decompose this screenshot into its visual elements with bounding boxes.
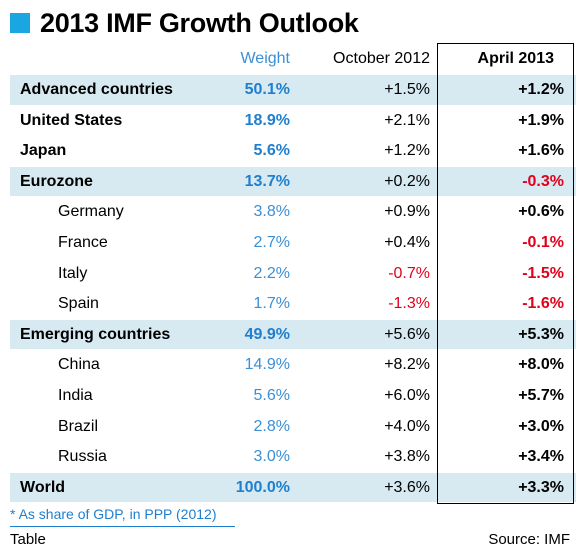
header-april-2013: April 2013	[477, 50, 554, 67]
footnote-underline	[10, 526, 235, 527]
row-april-2013: +5.7%	[518, 386, 564, 404]
table-row: Spain 1.7% -1.3% -1.6%	[10, 289, 576, 320]
table-row: India 5.6% +6.0% +5.7%	[10, 381, 576, 412]
row-april-2013: +1.2%	[518, 81, 564, 98]
row-separator	[10, 288, 576, 290]
table-row: United States 18.9% +2.1% +1.9%	[10, 106, 576, 137]
row-separator	[10, 196, 576, 198]
row-april-2013: +5.3%	[518, 325, 564, 343]
table-row: Germany 3.8% +0.9% +0.6%	[10, 197, 576, 228]
row-weight: 50.1%	[244, 81, 290, 98]
row-weight: 5.6%	[253, 142, 290, 160]
table-header: Weight October 2012 April 2013	[0, 46, 580, 74]
row-october-2012: +6.0%	[384, 386, 430, 404]
row-october-2012: +5.6%	[384, 325, 430, 343]
row-weight: 2.7%	[253, 233, 290, 251]
row-country-name: Russia	[58, 448, 107, 466]
row-october-2012: +1.2%	[384, 142, 430, 160]
row-april-2013: +3.0%	[518, 417, 564, 435]
row-country-name: Germany	[58, 203, 124, 221]
table-row: World 100.0% +3.6% +3.3%	[10, 472, 576, 504]
header-october-2012: October 2012	[333, 50, 430, 67]
row-weight: 2.8%	[253, 417, 290, 435]
row-separator	[10, 226, 576, 228]
row-weight: 3.8%	[253, 203, 290, 221]
row-april-2013: +3.3%	[518, 478, 564, 496]
row-april-2013: +8.0%	[518, 356, 564, 374]
row-separator	[10, 165, 576, 167]
table-row: Emerging countries 49.9% +5.6% +5.3%	[10, 319, 576, 351]
row-april-2013: -1.6%	[522, 295, 564, 313]
row-april-2013: -0.3%	[522, 172, 564, 190]
table-label: Table	[10, 531, 46, 548]
row-weight: 2.2%	[253, 264, 290, 282]
row-separator	[10, 318, 576, 320]
row-country-name: Spain	[58, 295, 99, 313]
row-country-name: Advanced countries	[20, 81, 173, 98]
header-weight: Weight	[240, 50, 290, 67]
row-october-2012: +0.4%	[384, 233, 430, 251]
footnote: * As share of GDP, in PPP (2012)	[10, 506, 217, 522]
row-october-2012: +8.2%	[384, 356, 430, 374]
row-country-name: Italy	[58, 264, 88, 282]
row-october-2012: +0.2%	[384, 172, 430, 190]
row-separator	[10, 104, 576, 106]
table-row: Eurozone 13.7% +0.2% -0.3%	[10, 166, 576, 198]
row-weight: 5.6%	[253, 386, 290, 404]
title-row: 2013 IMF Growth Outlook	[10, 6, 359, 40]
row-separator	[10, 257, 576, 259]
row-april-2013: -1.5%	[522, 264, 564, 282]
row-weight: 100.0%	[235, 478, 290, 496]
row-separator	[10, 471, 576, 473]
row-october-2012: +4.0%	[384, 417, 430, 435]
table-row: Italy 2.2% -0.7% -1.5%	[10, 259, 576, 290]
row-april-2013: -0.1%	[522, 233, 564, 251]
table-row: Japan 5.6% +1.2% +1.6%	[10, 136, 576, 167]
table-row: France 2.7% +0.4% -0.1%	[10, 228, 576, 259]
table-row: China 14.9% +8.2% +8.0%	[10, 350, 576, 381]
chart-title: 2013 IMF Growth Outlook	[40, 7, 359, 38]
row-april-2013: +0.6%	[518, 203, 564, 221]
row-october-2012: +1.5%	[384, 81, 430, 98]
row-separator	[10, 135, 576, 137]
row-october-2012: -1.3%	[388, 295, 430, 313]
row-weight: 14.9%	[244, 356, 290, 374]
table-row: Advanced countries 50.1% +1.5% +1.2%	[10, 75, 576, 106]
row-october-2012: +3.8%	[384, 448, 430, 466]
row-country-name: Eurozone	[20, 172, 93, 190]
row-separator	[10, 379, 576, 381]
table-row: Brazil 2.8% +4.0% +3.0%	[10, 412, 576, 443]
row-country-name: China	[58, 356, 100, 374]
table-row: Russia 3.0% +3.8% +3.4%	[10, 442, 576, 473]
row-april-2013: +3.4%	[518, 448, 564, 466]
row-october-2012: +3.6%	[384, 478, 430, 496]
row-april-2013: +1.9%	[518, 111, 564, 129]
row-weight: 1.7%	[253, 295, 290, 313]
row-separator	[10, 349, 576, 351]
table-body: Advanced countries 50.1% +1.5% +1.2% United …	[10, 75, 576, 504]
row-separator	[10, 441, 576, 443]
row-october-2012: -0.7%	[388, 264, 430, 282]
row-weight: 49.9%	[244, 325, 290, 343]
row-october-2012: +2.1%	[384, 111, 430, 129]
row-weight: 3.0%	[253, 448, 290, 466]
row-country-name: Japan	[20, 142, 67, 160]
row-separator	[10, 502, 576, 504]
source-label: Source: IMF	[488, 531, 570, 548]
row-separator	[10, 410, 576, 412]
row-country-name: World	[20, 478, 66, 496]
row-country-name: France	[58, 233, 108, 251]
row-country-name: United States	[20, 111, 123, 129]
row-weight: 13.7%	[244, 172, 290, 190]
row-country-name: Brazil	[58, 417, 99, 435]
row-april-2013: +1.6%	[518, 142, 564, 160]
row-country-name: Emerging countries	[20, 325, 171, 343]
row-country-name: India	[58, 386, 93, 404]
row-weight: 18.9%	[244, 111, 290, 129]
row-october-2012: +0.9%	[384, 203, 430, 221]
title-square-icon	[10, 13, 30, 33]
